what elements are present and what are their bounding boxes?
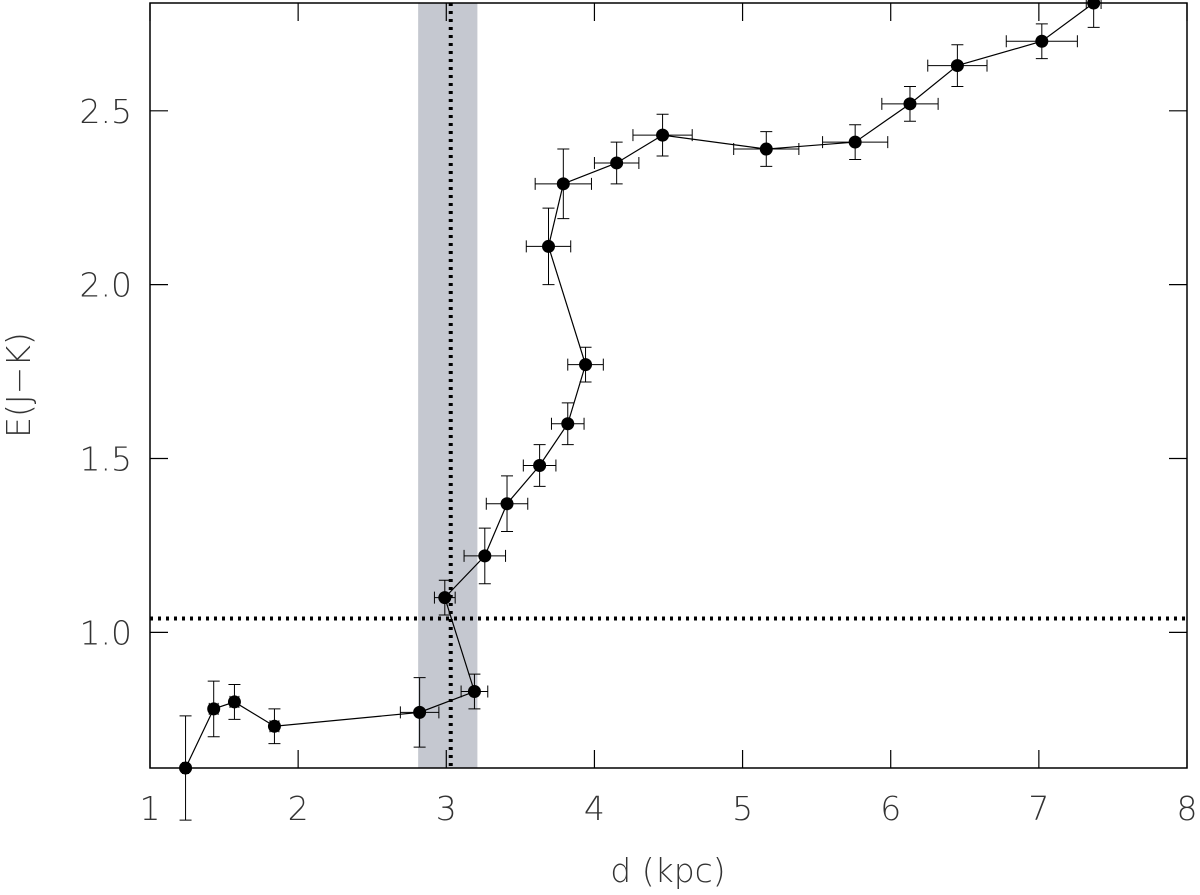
data-point [656, 128, 670, 142]
data-line [185, 2, 1095, 769]
data-point [903, 97, 917, 111]
shade-band [418, 3, 478, 768]
y-tick-label: 1.0 [80, 613, 132, 652]
data-point [533, 458, 547, 472]
y-axis-label: E(J−K) [0, 332, 38, 438]
data-point [413, 705, 427, 719]
x-tick-label: 5 [732, 789, 753, 828]
data-point [561, 417, 575, 431]
data-point [227, 695, 241, 709]
data-point [1087, 0, 1101, 10]
data-point [207, 702, 221, 716]
y-tick-label: 2.0 [80, 266, 132, 305]
plot-frame [149, 2, 1188, 769]
data-point [556, 177, 570, 191]
data-point [542, 239, 556, 253]
data-point [759, 142, 773, 156]
x-tick-label: 1 [140, 789, 161, 828]
data-point [1035, 34, 1049, 48]
data-point [467, 685, 481, 698]
data-point [179, 761, 193, 775]
data-point [267, 719, 281, 733]
x-tick-label: 3 [436, 789, 457, 828]
x-tick-label: 6 [880, 789, 901, 828]
y-tick-label: 1.5 [80, 440, 132, 479]
x-tick-label: 7 [1028, 789, 1049, 828]
data-point [438, 591, 452, 605]
data-point [500, 497, 514, 511]
x-tick-label: 4 [584, 789, 605, 828]
x-tick-label: 2 [288, 789, 309, 828]
x-tick-label: 8 [1177, 789, 1198, 828]
y-tick-label: 2.5 [80, 92, 132, 131]
data-point [848, 135, 862, 149]
data-point [610, 156, 624, 170]
x-axis-label: d (kpc) [610, 851, 725, 890]
data-point [478, 549, 492, 563]
data-point [579, 358, 593, 372]
data-point [950, 59, 964, 73]
